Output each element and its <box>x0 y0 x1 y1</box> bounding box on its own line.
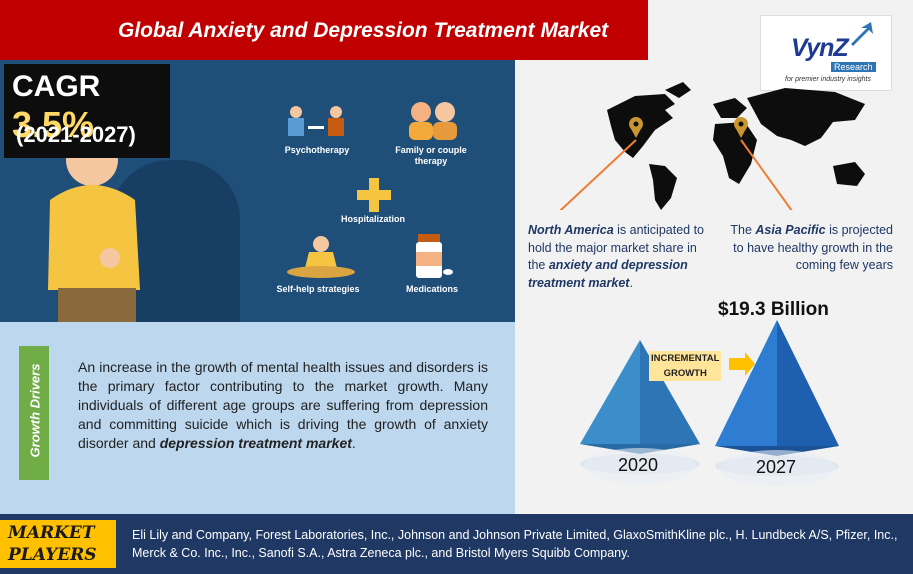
cagr-value: 3.5% <box>12 104 95 145</box>
growth-drivers-main: An increase in the growth of mental heal… <box>78 359 488 451</box>
title-bar: Global Anxiety and Depression Treatment … <box>0 0 648 60</box>
vynz-logo: VynZ Research for premier industry insig… <box>760 15 892 91</box>
incremental-line1: INCREMENTAL <box>651 353 720 364</box>
growth-drivers-text: An increase in the growth of mental heal… <box>78 358 488 453</box>
medication-icon <box>416 234 453 278</box>
cagr-box: CAGR 3.5% (2021-2027) <box>4 64 170 158</box>
growth-drivers-end: . <box>351 435 356 451</box>
north-america-name: North America <box>528 223 614 237</box>
incremental-line2: GROWTH <box>663 368 707 379</box>
north-america-arrow <box>559 139 637 210</box>
psychotherapy-label: Psychotherapy <box>284 145 350 155</box>
page-title: Global Anxiety and Depression Treatment … <box>118 19 609 42</box>
asia-pacific-text: The Asia Pacific is projected to have he… <box>725 222 893 275</box>
market-value-amount: $19.3 Billion <box>718 299 829 320</box>
logo-sub: Research <box>831 62 876 72</box>
growth-drivers-emphasis: depression treatment market <box>159 435 352 451</box>
asia-pacific-pre: The <box>730 223 756 237</box>
market-players-label-1: MARKET <box>8 523 95 543</box>
north-america-text: North America is anticipated to hold the… <box>528 222 713 292</box>
treatment-illustration-panel: Psychotherapy Family or couple therapy H… <box>0 60 515 322</box>
logo-tagline: for premier industry insights <box>785 76 871 83</box>
incremental-growth-label: INCREMENTAL GROWTH <box>649 351 722 381</box>
sad-person-illustration <box>48 132 140 322</box>
hospital-cross-icon <box>357 178 391 212</box>
market-players-label-2: PLAYERS <box>8 545 97 565</box>
asia-pacific-desc: is projected to have healthy growth in t… <box>733 223 893 272</box>
meditation-icon <box>287 236 355 278</box>
north-america-pin-icon <box>629 117 643 138</box>
market-players-tab: MARKET PLAYERS <box>0 520 116 568</box>
market-players-list: Eli Lily and Company, Forest Laboratorie… <box>132 528 898 560</box>
world-map-illustration <box>559 82 865 210</box>
self-help-label: Self-help strategies <box>276 284 360 294</box>
family-therapy-label: Family or couple therapy <box>395 145 467 166</box>
market-players-footer: MARKET PLAYERS Eli Lily and Company, For… <box>0 514 913 574</box>
market-growth-pyramids <box>580 320 839 486</box>
cagr-period: (2021-2027) <box>16 122 136 147</box>
cagr-line: CAGR 3.5% <box>12 70 170 146</box>
logo-arrow-icon <box>851 22 873 46</box>
incremental-arrow-icon <box>729 352 755 376</box>
asia-pacific-arrow <box>740 139 793 210</box>
growth-drivers-tab: Growth Drivers <box>19 346 49 480</box>
north-america-emphasis: anxiety and depression treatment market <box>528 258 688 290</box>
growth-drivers-label: Growth Drivers <box>27 363 43 458</box>
medications-label: Medications <box>405 284 458 294</box>
cagr-label: CAGR <box>12 70 101 103</box>
north-america-desc: is anticipated to hold the major market … <box>528 223 705 272</box>
psychotherapy-icon <box>288 106 344 136</box>
year-start-label: 2020 <box>618 455 659 475</box>
asia-pacific-pin-icon <box>734 117 748 138</box>
year-end-label: 2027 <box>756 457 797 477</box>
growth-drivers-panel <box>0 322 515 514</box>
hospitalization-label: Hospitalization <box>340 214 405 224</box>
logo-brand: VynZ <box>791 34 849 62</box>
family-therapy-icon <box>409 102 457 140</box>
north-america-end: . <box>629 275 633 290</box>
asia-pacific-name: Asia Pacific <box>755 223 826 237</box>
